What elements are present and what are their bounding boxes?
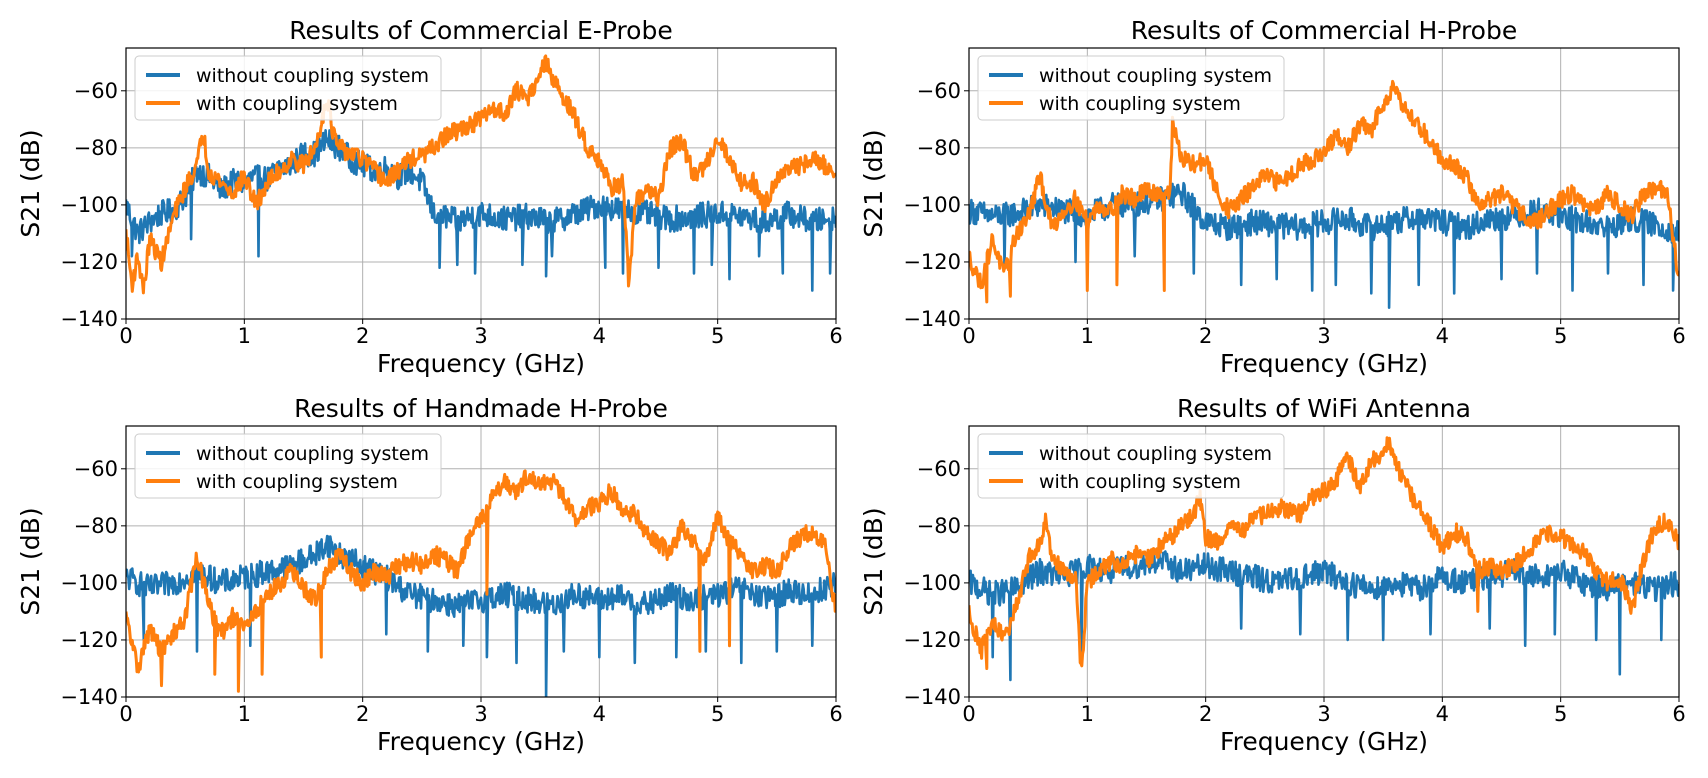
x-tick-label: 6	[829, 324, 842, 348]
y-axis-label: S21 (dB)	[16, 129, 45, 237]
legend-label: with coupling system	[196, 93, 398, 115]
series-line-with-coupling	[126, 469, 836, 693]
y-tick-label: −120	[903, 250, 961, 274]
legend-box	[977, 55, 1285, 121]
y-tick-label: −60	[917, 79, 961, 103]
y-tick-label: −140	[903, 307, 961, 331]
series-line-with-coupling	[969, 79, 1679, 304]
y-tick-label: −80	[917, 514, 961, 538]
x-tick-label: 6	[1672, 702, 1685, 726]
y-tick-label: −120	[903, 628, 961, 652]
y-tick-label: −60	[74, 457, 118, 481]
x-tick-label: 3	[1317, 702, 1330, 726]
x-tick-label: 6	[829, 702, 842, 726]
y-tick-label: −80	[74, 136, 118, 160]
y-tick-label: −100	[903, 193, 961, 217]
x-tick-label: 3	[1317, 324, 1330, 348]
x-tick-label: 5	[711, 702, 724, 726]
x-tick-label: 5	[711, 324, 724, 348]
y-tick-label: −80	[917, 136, 961, 160]
chart-panel-4: Results of WiFi Antenna 0 1 2 3 4 5 6 −140 −120 −1…	[859, 394, 1686, 756]
y-tick-label: −60	[74, 79, 118, 103]
legend-label: with coupling system	[196, 471, 398, 493]
x-axis-label: Frequency (GHz)	[1220, 349, 1428, 378]
x-tick-label: 3	[474, 702, 487, 726]
x-tick-label: 5	[1554, 702, 1567, 726]
x-tick-label: 4	[593, 324, 606, 348]
legend: without coupling system with coupling sys…	[134, 433, 442, 499]
x-tick-label: 4	[593, 702, 606, 726]
y-tick-label: −140	[60, 307, 118, 331]
x-tick-label: 4	[1436, 324, 1449, 348]
x-tick-label: 0	[962, 324, 975, 348]
x-axis-label: Frequency (GHz)	[377, 349, 585, 378]
y-tick-label: −120	[60, 250, 118, 274]
x-axis-label: Frequency (GHz)	[1220, 727, 1428, 756]
x-tick-label: 0	[119, 702, 132, 726]
x-tick-label: 0	[962, 702, 975, 726]
x-tick-label: 2	[1199, 324, 1212, 348]
y-tick-label: −60	[917, 457, 961, 481]
x-tick-label: 6	[1672, 324, 1685, 348]
series-line-without-coupling	[969, 548, 1679, 682]
legend-label: without coupling system	[196, 443, 429, 465]
chart-panel-3: Results of Handmade H-Probe 0 1 2 3 4 5 6 −140 −1…	[16, 394, 843, 756]
chart-title: Results of Commercial E-Probe	[289, 16, 672, 45]
legend-box	[134, 55, 442, 121]
x-tick-label: 4	[1436, 702, 1449, 726]
legend: without coupling system with coupling sys…	[134, 55, 442, 121]
x-tick-label: 2	[356, 702, 369, 726]
y-tick-label: −140	[903, 685, 961, 709]
series-line-with-coupling	[126, 54, 836, 295]
legend-label: without coupling system	[1039, 443, 1272, 465]
y-axis-label: S21 (dB)	[16, 507, 45, 615]
series-line-with-coupling	[969, 436, 1679, 670]
chart-panel-2: Results of Commercial H-Probe 0 1 2 3 4 5 6 −140…	[859, 16, 1686, 378]
x-tick-label: 1	[238, 324, 251, 348]
series-line-without-coupling	[126, 534, 836, 697]
legend-label: with coupling system	[1039, 471, 1241, 493]
y-axis-label: S21 (dB)	[859, 507, 888, 615]
x-tick-label: 1	[1081, 324, 1094, 348]
x-tick-label: 5	[1554, 324, 1567, 348]
x-tick-label: 2	[356, 324, 369, 348]
legend-label: without coupling system	[196, 65, 429, 87]
chart-title: Results of WiFi Antenna	[1177, 394, 1471, 423]
legend-box	[134, 433, 442, 499]
chart-title: Results of Commercial H-Probe	[1131, 16, 1517, 45]
x-tick-label: 1	[238, 702, 251, 726]
chart-panel-1: Results of Commercial E-Probe 0 1 2 3 4 5 6 −140…	[16, 16, 843, 378]
x-tick-label: 2	[1199, 702, 1212, 726]
legend: without coupling system with coupling sys…	[977, 55, 1285, 121]
legend-box	[977, 433, 1285, 499]
x-axis-label: Frequency (GHz)	[377, 727, 585, 756]
y-tick-label: −140	[60, 685, 118, 709]
y-axis-label: S21 (dB)	[859, 129, 888, 237]
x-tick-label: 3	[474, 324, 487, 348]
legend-label: without coupling system	[1039, 65, 1272, 87]
chart-title: Results of Handmade H-Probe	[294, 394, 668, 423]
y-tick-label: −100	[903, 571, 961, 595]
y-tick-label: −120	[60, 628, 118, 652]
legend: without coupling system with coupling sys…	[977, 433, 1285, 499]
x-tick-label: 1	[1081, 702, 1094, 726]
x-tick-label: 0	[119, 324, 132, 348]
y-tick-label: −80	[74, 514, 118, 538]
legend-label: with coupling system	[1039, 93, 1241, 115]
y-tick-label: −100	[60, 571, 118, 595]
y-tick-label: −100	[60, 193, 118, 217]
